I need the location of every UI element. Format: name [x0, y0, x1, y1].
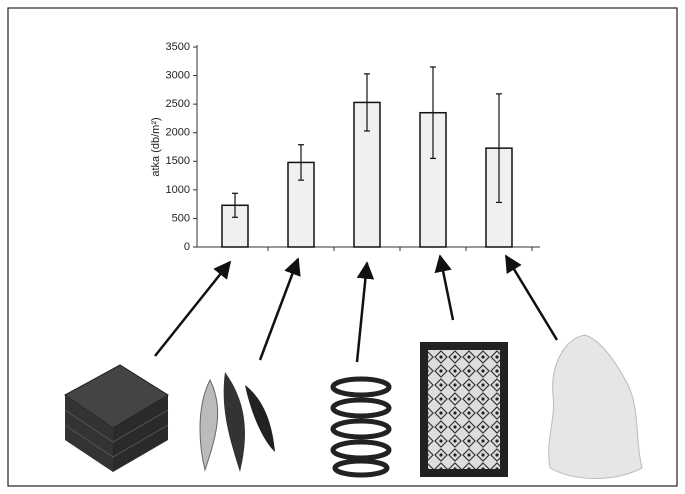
y-tick-label: 500	[172, 212, 190, 224]
chart: atka (db/m²) 0 500 1000 1500 2000 2500 3000 350…	[0, 0, 685, 494]
fur-image	[549, 335, 642, 479]
arrow	[440, 256, 453, 320]
rug-image	[420, 342, 508, 477]
foam-image	[65, 365, 168, 472]
y-tick-label: 3000	[166, 69, 190, 81]
y-tick-label: 2000	[166, 127, 190, 139]
y-tick-label: 0	[184, 241, 190, 253]
arrow	[260, 259, 298, 360]
leaves-image	[200, 372, 275, 472]
arrow	[506, 256, 557, 340]
spring-image	[333, 379, 389, 475]
y-tick-label: 3500	[166, 41, 190, 53]
y-tick-label: 2500	[166, 98, 190, 110]
arrow	[155, 262, 230, 356]
arrow	[357, 263, 367, 362]
y-tick-label: 1000	[166, 184, 190, 196]
y-tick-label: 1500	[166, 155, 190, 167]
y-axis-label: atka (db/m²)	[150, 117, 162, 176]
